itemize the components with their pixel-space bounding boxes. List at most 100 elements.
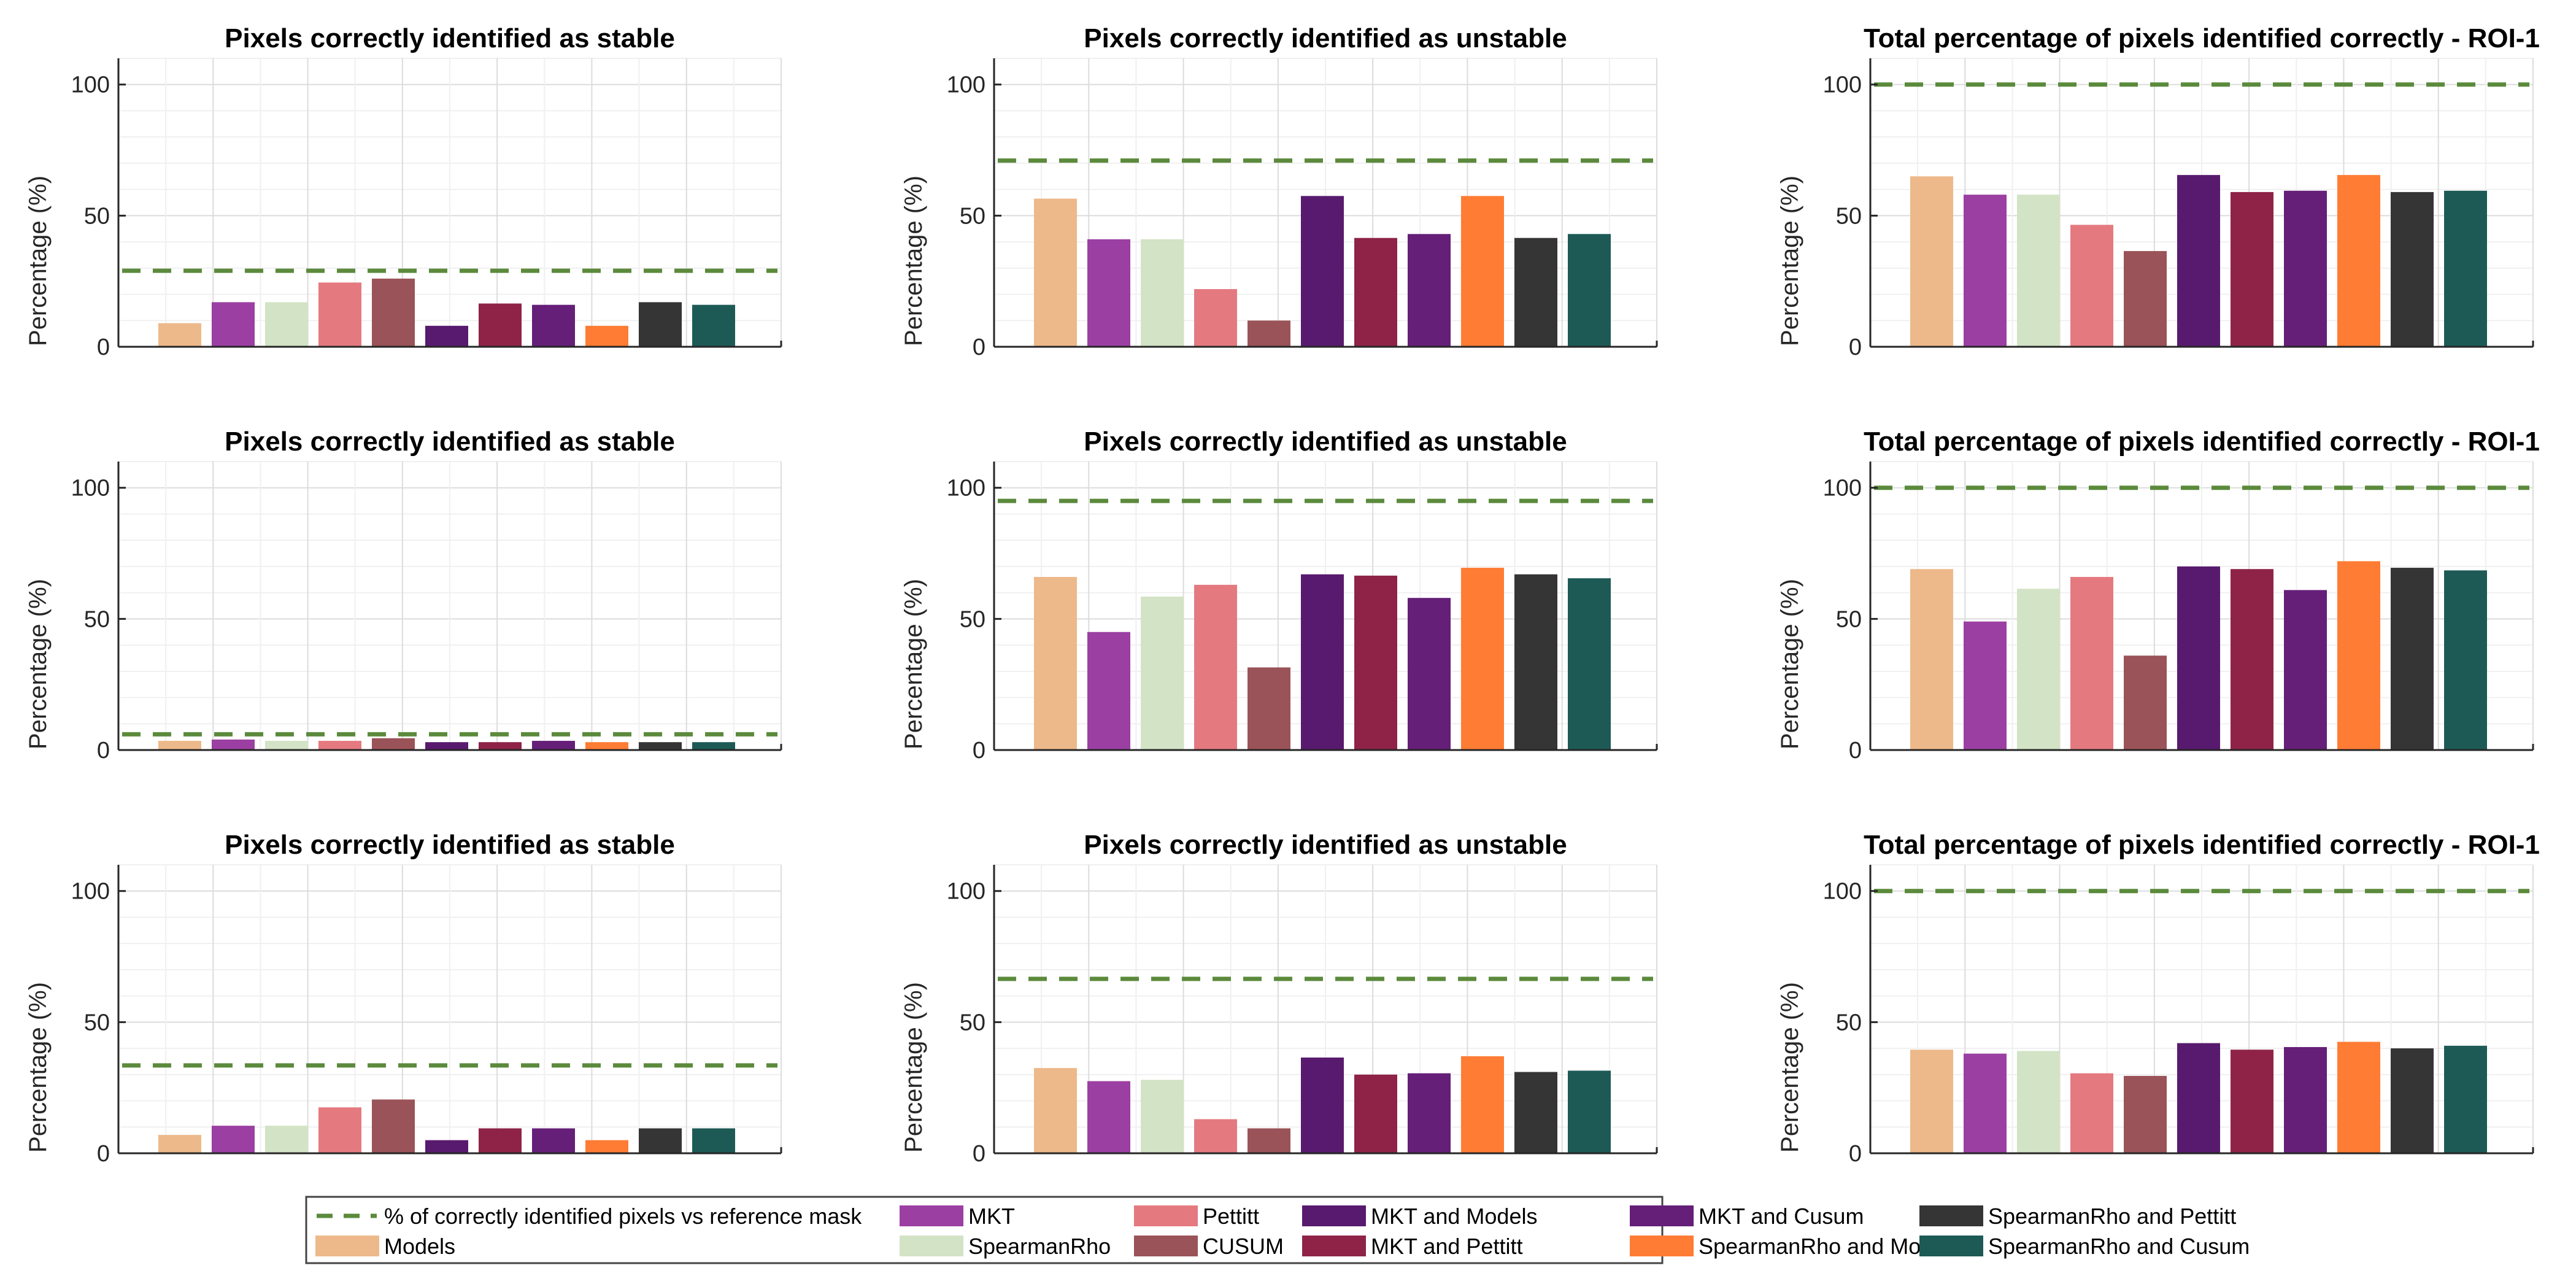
y-tick-label: 50: [960, 606, 985, 632]
panel-title: Pixels correctly identified as stable: [225, 427, 675, 457]
legend-entry-1: % of correctly identified pixels vs refe…: [317, 1204, 862, 1229]
bar-6: [1301, 196, 1344, 347]
bar-8: [532, 304, 575, 347]
bar-10: [1514, 574, 1557, 750]
legend-label: SpearmanRho: [968, 1234, 1111, 1259]
chart-panels: 0 50 100 Percentage (%) Pixels correctly ide…: [25, 23, 2540, 1167]
legend-label: MKT and Models: [1371, 1204, 1537, 1229]
y-tick-label: 50: [84, 1010, 110, 1035]
panel-7: 0 50 100 Percentage (%) Pixels correctly ide…: [25, 830, 782, 1167]
bar-5: [372, 738, 415, 750]
bar-7: [479, 1128, 522, 1153]
panel-4: 0 50 100 Percentage (%) Pixels correctly ide…: [25, 427, 782, 764]
y-tick-label: 0: [1849, 738, 1862, 764]
bar-11: [2444, 1045, 2487, 1153]
panel-title: Pixels correctly identified as stable: [225, 830, 675, 860]
y-tick-label: 100: [1823, 879, 1862, 905]
bar-1: [1034, 1068, 1077, 1153]
legend-entry-6: CUSUM: [1134, 1234, 1284, 1259]
panel-title: Pixels correctly identified as unstable: [1084, 830, 1567, 860]
legend-entry-9: MKT and Cusum: [1630, 1204, 1864, 1229]
bar-8: [1408, 1073, 1451, 1153]
y-tick-label: 100: [71, 879, 110, 905]
legend-label: % of correctly identified pixels vs refe…: [384, 1204, 862, 1229]
bar-6: [425, 1140, 468, 1153]
bar-7: [479, 742, 522, 750]
bar-4: [2070, 577, 2113, 750]
grid: [118, 461, 782, 750]
legend-swatch: [1302, 1205, 1366, 1226]
bar-6: [425, 742, 468, 750]
bar-8: [532, 741, 575, 750]
bar-9: [585, 742, 628, 750]
bar-4: [318, 741, 361, 750]
bar-1: [158, 1135, 201, 1153]
bar-5: [372, 278, 415, 347]
panel-8: 0 50 100 Percentage (%) Pixels correctly ide…: [900, 830, 1658, 1167]
bar-5: [1248, 1128, 1290, 1153]
legend-entry-12: SpearmanRho and Cusum: [1919, 1234, 2250, 1259]
bar-3: [1141, 597, 1184, 750]
legend-entry-4: SpearmanRho: [900, 1234, 1111, 1259]
bar-6: [1301, 1058, 1344, 1153]
bar-4: [2070, 1073, 2113, 1153]
bar-3: [2017, 589, 2060, 750]
y-tick-label: 50: [84, 203, 110, 229]
bar-11: [1568, 1070, 1611, 1153]
bar-8: [1408, 598, 1451, 750]
legend-entry-7: MKT and Models: [1302, 1204, 1537, 1229]
legend-entry-3: MKT: [900, 1204, 1015, 1229]
bar-2: [212, 739, 255, 750]
y-tick-label: 50: [960, 1010, 985, 1035]
legend-entry-11: SpearmanRho and Pettitt: [1919, 1204, 2236, 1229]
bar-10: [639, 1128, 682, 1153]
y-tick-label: 0: [97, 738, 110, 764]
bar-7: [2231, 569, 2273, 750]
bar-2: [1964, 1053, 2007, 1153]
bar-9: [1461, 568, 1504, 750]
y-axis-label: Percentage (%): [900, 982, 927, 1153]
bar-6: [2177, 566, 2220, 750]
panel-title: Total percentage of pixels identified co…: [1864, 23, 2540, 53]
bar-7: [2231, 191, 2273, 347]
panel-9: 0 50 100 Percentage (%) Total percentage of …: [1776, 830, 2540, 1167]
bar-11: [1568, 578, 1611, 750]
bar-3: [1141, 239, 1184, 347]
bar-9: [2337, 1042, 2380, 1153]
bar-7: [1354, 238, 1397, 347]
bar-8: [532, 1128, 575, 1153]
bar-2: [1087, 632, 1130, 750]
bar-3: [1141, 1080, 1184, 1153]
bar-2: [1087, 239, 1130, 347]
bar-8: [2284, 1046, 2327, 1153]
bar-7: [1354, 1074, 1397, 1153]
y-tick-label: 50: [84, 606, 110, 632]
bar-9: [585, 1140, 628, 1153]
bar-3: [265, 1126, 308, 1153]
bar-1: [1034, 198, 1077, 347]
bar-4: [318, 1107, 361, 1153]
bar-5: [372, 1099, 415, 1153]
legend-swatch: [315, 1236, 379, 1256]
legend-swatch: [900, 1205, 963, 1226]
bar-3: [265, 741, 308, 750]
bar-3: [2017, 1051, 2060, 1153]
legend-label: MKT and Pettitt: [1371, 1234, 1522, 1259]
legend-swatch: [900, 1236, 963, 1256]
bar-10: [2391, 191, 2434, 347]
panel-title: Pixels correctly identified as stable: [225, 23, 675, 53]
bar-9: [2337, 561, 2380, 750]
bar-7: [479, 303, 522, 347]
y-tick-label: 50: [960, 203, 985, 229]
legend-swatch: [1919, 1205, 1983, 1226]
bar-1: [158, 323, 201, 347]
y-tick-label: 0: [973, 738, 985, 764]
bar-1: [1034, 577, 1077, 750]
legend-box: [305, 1196, 1664, 1264]
y-axis-label: Percentage (%): [25, 176, 52, 346]
y-axis-label: Percentage (%): [1776, 982, 1803, 1153]
legend-label: SpearmanRho and Models: [1699, 1234, 1961, 1259]
legend-label: Pettitt: [1203, 1204, 1259, 1229]
legend-swatch: [1919, 1236, 1983, 1256]
